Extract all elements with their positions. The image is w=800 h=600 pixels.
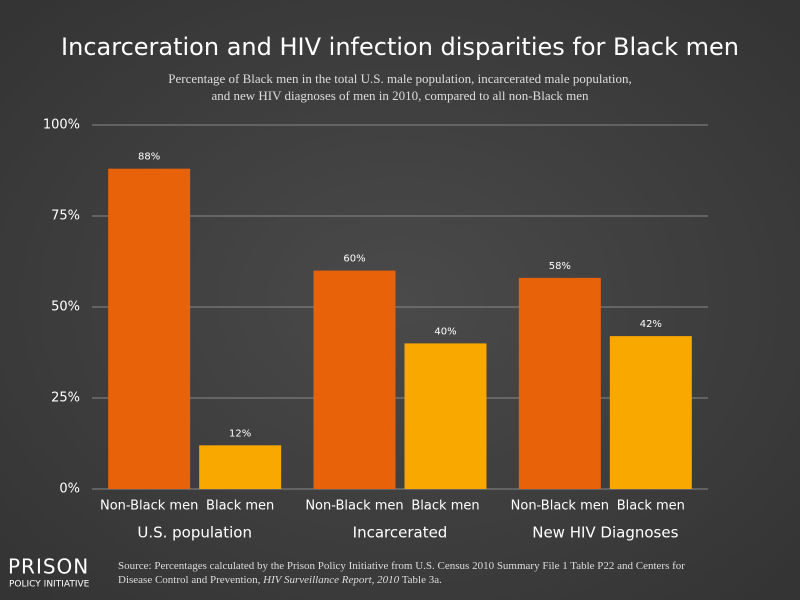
logo: PRISON <box>8 555 89 579</box>
x-tick-label: New HIV Diagnoses <box>532 524 678 542</box>
source-text: HIV Surveillance Report, 2010 <box>263 574 400 586</box>
x-tick-label: Incarcerated <box>353 524 448 542</box>
logo: POLICY INITIATIVE <box>9 580 90 590</box>
source-text: Table 3a. <box>399 574 442 586</box>
series-label: Non-Black men <box>100 499 198 514</box>
series-label: Non-Black men <box>511 499 609 514</box>
y-tick-label: 100% <box>43 118 80 133</box>
value-label: 88% <box>138 152 160 163</box>
series-label: Black men <box>206 499 274 514</box>
bar <box>609 336 692 489</box>
y-tick-label: 0% <box>59 482 80 497</box>
y-tick-label: 50% <box>51 300 80 315</box>
chart-subtitle: Percentage of Black men in the total U.S… <box>168 71 632 86</box>
source-text: Source: Percentages calculated by the Pr… <box>118 560 685 586</box>
source-note: Source: Percentages calculated by the Pr… <box>118 559 688 587</box>
series-label: Black men <box>617 499 685 514</box>
chart-subtitle: and new HIV diagnoses of men in 2010, co… <box>211 88 589 103</box>
value-label: 12% <box>229 428 251 439</box>
y-tick-label: 25% <box>51 391 80 406</box>
bar <box>108 168 191 489</box>
value-label: 40% <box>434 326 456 337</box>
bar <box>313 270 396 489</box>
bar <box>404 343 487 489</box>
value-label: 58% <box>549 261 571 272</box>
chart-title: Incarceration and HIV infection disparit… <box>61 33 739 61</box>
y-tick-label: 75% <box>51 209 80 224</box>
bar <box>199 445 282 489</box>
value-label: 60% <box>343 254 365 265</box>
series-label: Non-Black men <box>305 499 403 514</box>
x-tick-label: U.S. population <box>137 524 252 542</box>
bar <box>518 277 601 489</box>
series-label: Black men <box>411 499 479 514</box>
value-label: 42% <box>640 319 662 330</box>
